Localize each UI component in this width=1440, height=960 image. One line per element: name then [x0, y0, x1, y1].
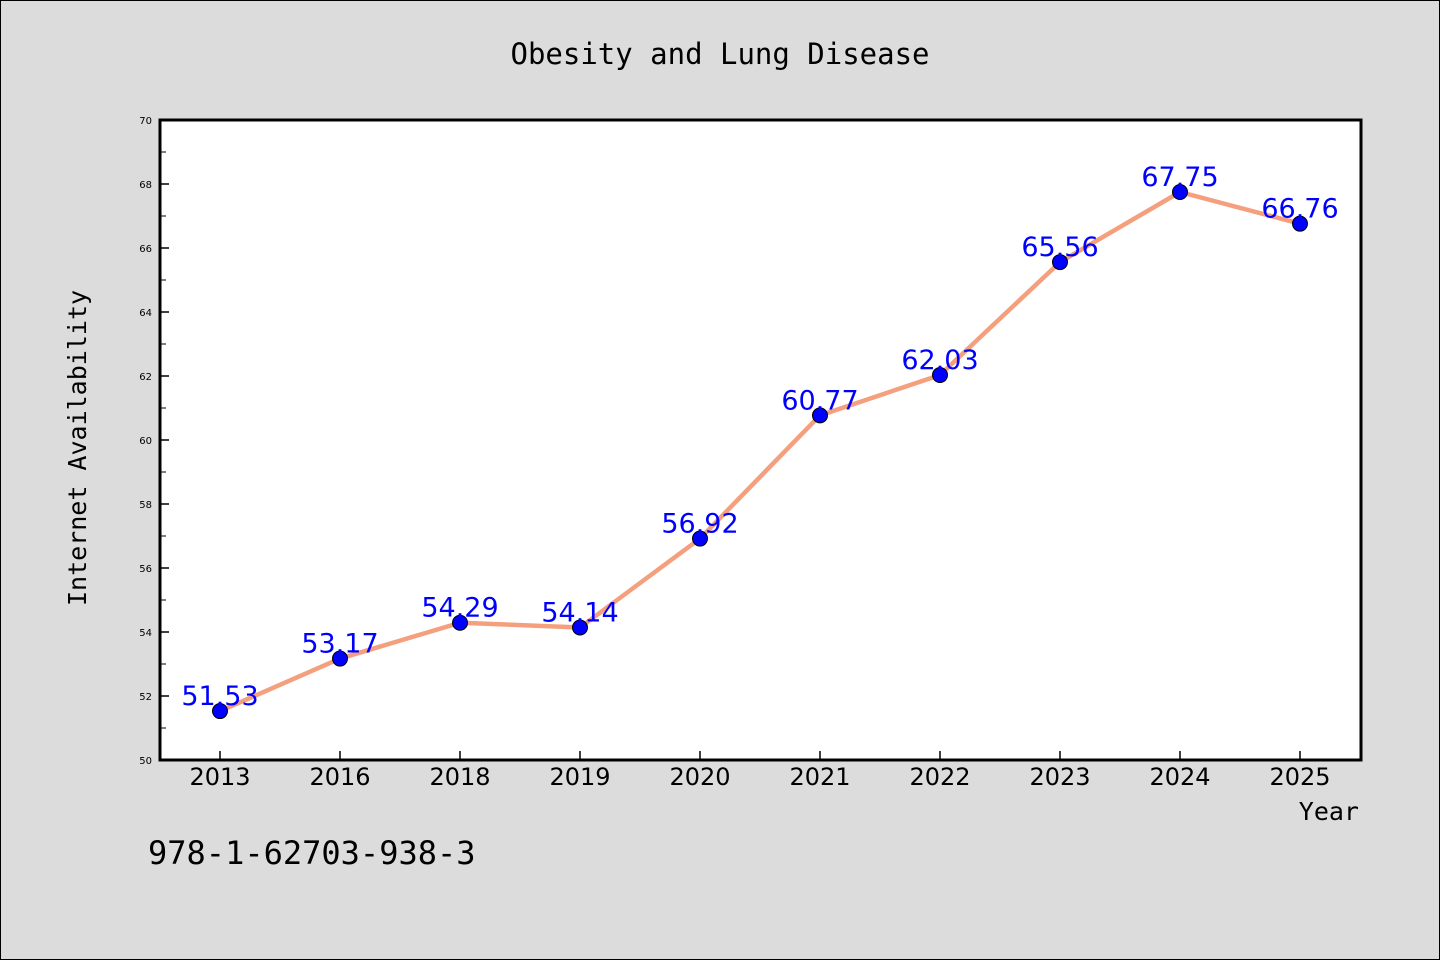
data-markers — [212, 184, 1308, 720]
data-label: 65.56 — [1021, 232, 1098, 263]
data-point — [692, 530, 708, 547]
y-tick-label: 68 — [139, 180, 152, 191]
data-point — [1292, 215, 1308, 232]
series-polyline — [217, 189, 1303, 714]
y-tick-label: 66 — [139, 244, 152, 255]
y-tick-label: 60 — [139, 436, 152, 447]
x-tick-label: 2022 — [909, 763, 970, 791]
y-tick-label: 58 — [139, 500, 152, 511]
y-axis: 50 52 54 56 58 60 62 64 66 68 70 — [139, 116, 169, 767]
x-tick-label: 2024 — [1149, 763, 1210, 791]
data-point — [332, 650, 348, 667]
y-tick-label: 50 — [139, 756, 152, 767]
data-point — [1052, 254, 1068, 271]
y-axis-label: Internet Availability — [63, 290, 92, 606]
x-axis-label: Year — [1299, 797, 1359, 826]
data-point — [572, 619, 588, 636]
data-point — [932, 367, 948, 384]
x-tick-label: 2013 — [189, 763, 250, 791]
data-labels: 51.53 53.17 54.29 54.14 56.92 60.77 62.03 65.56… — [181, 162, 1338, 712]
y-tick-label: 62 — [139, 372, 152, 383]
data-label: 66.76 — [1261, 194, 1338, 225]
x-tick-label: 2016 — [309, 763, 370, 791]
x-axis: 2013 2016 2018 2019 2020 2021 2022 2023 2024 2025 — [189, 751, 1331, 791]
data-point — [1172, 184, 1188, 200]
y-tick-label: 56 — [139, 564, 152, 575]
data-label: 51.53 — [181, 681, 258, 712]
x-tick-label: 2021 — [789, 763, 850, 791]
y-tick-label: 54 — [139, 628, 152, 639]
data-label: 53.17 — [301, 629, 378, 660]
y-tick-label: 64 — [139, 308, 152, 319]
x-tick-label: 2018 — [429, 763, 490, 791]
chart-title: Obesity and Lung Disease — [510, 37, 929, 71]
data-point — [812, 407, 828, 424]
x-tick-label: 2023 — [1029, 763, 1090, 791]
x-tick-label: 2025 — [1269, 763, 1330, 791]
data-point — [212, 703, 228, 720]
footer-text: 978-1-62703-938-3 — [148, 834, 476, 872]
x-tick-label: 2019 — [549, 763, 610, 791]
data-label: 60.77 — [781, 385, 858, 416]
data-label: 62.03 — [901, 345, 978, 376]
data-point — [452, 614, 468, 631]
data-label: 56.92 — [661, 509, 738, 540]
data-label: 54.14 — [541, 598, 618, 629]
x-tick-label: 2020 — [669, 763, 730, 791]
series-line — [217, 189, 1303, 714]
y-tick-label: 70 — [139, 116, 152, 127]
y-tick-label: 52 — [139, 692, 152, 703]
data-label: 67.75 — [1141, 162, 1218, 193]
data-label: 54.29 — [421, 593, 498, 624]
